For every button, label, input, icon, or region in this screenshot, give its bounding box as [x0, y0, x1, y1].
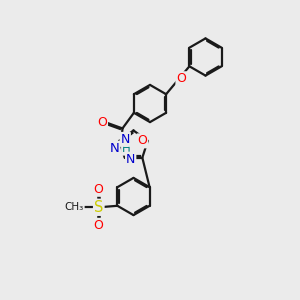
Text: O: O	[97, 116, 107, 129]
Text: N: N	[110, 142, 119, 155]
Text: H: H	[122, 142, 131, 155]
Text: O: O	[93, 183, 103, 196]
Text: CH₃: CH₃	[64, 202, 84, 212]
Text: O: O	[176, 72, 186, 85]
Text: N: N	[121, 133, 130, 146]
Text: S: S	[94, 200, 104, 215]
Text: O: O	[137, 134, 147, 147]
Text: N: N	[126, 153, 135, 166]
Text: O: O	[93, 219, 103, 232]
